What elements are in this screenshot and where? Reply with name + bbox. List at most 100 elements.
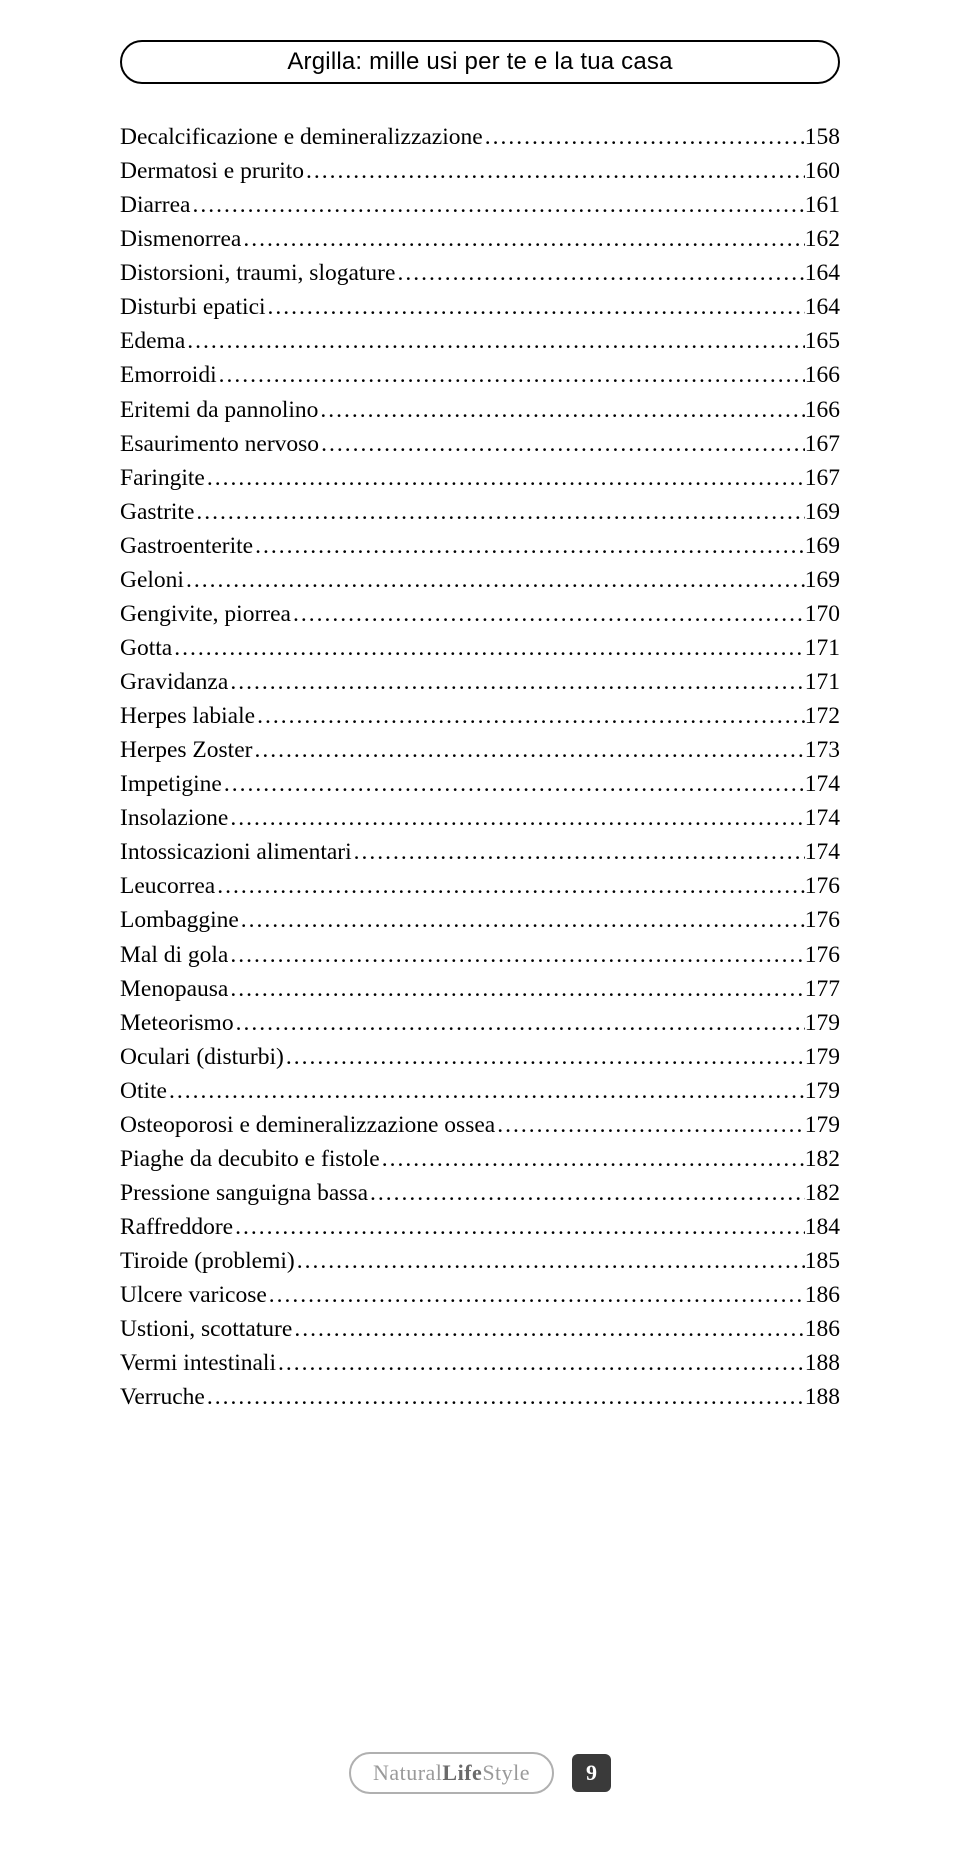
toc-label: Lombaggine xyxy=(120,903,239,937)
toc-row: Osteoporosi e demineralizzazione ossea17… xyxy=(120,1108,840,1142)
toc-row: Raffreddore 184 xyxy=(120,1210,840,1244)
toc-leader-dots xyxy=(172,631,805,665)
toc-page-number: 172 xyxy=(805,699,840,733)
toc-leader-dots xyxy=(228,801,804,835)
toc-label: Mal di gola xyxy=(120,938,228,972)
toc-page-number: 169 xyxy=(805,563,840,597)
toc-row: Edema165 xyxy=(120,324,840,358)
toc-leader-dots xyxy=(233,1210,805,1244)
toc-row: Impetigine174 xyxy=(120,767,840,801)
toc-label: Impetigine xyxy=(120,767,222,801)
toc-page-number: 188 xyxy=(805,1380,840,1414)
toc-row: Piaghe da decubito e fistole182 xyxy=(120,1142,840,1176)
toc-row: Gengivite, piorrea 170 xyxy=(120,597,840,631)
toc-leader-dots xyxy=(194,495,804,529)
toc-leader-dots xyxy=(295,1244,805,1278)
toc-label: Oculari (disturbi) xyxy=(120,1040,284,1074)
toc-label: Otite xyxy=(120,1074,167,1108)
toc-page-number: 176 xyxy=(805,903,840,937)
toc-leader-dots xyxy=(228,665,804,699)
page-title-box: Argilla: mille usi per te e la tua casa xyxy=(120,40,840,84)
toc-page-number: 184 xyxy=(805,1210,840,1244)
toc-label: Meteorismo xyxy=(120,1006,234,1040)
toc-page-number: 167 xyxy=(805,461,840,495)
toc-leader-dots xyxy=(368,1176,805,1210)
toc-page-number: 174 xyxy=(805,835,840,869)
toc-leader-dots xyxy=(304,154,805,188)
toc-leader-dots xyxy=(276,1346,805,1380)
toc-row: Meteorismo179 xyxy=(120,1006,840,1040)
toc-page-number: 173 xyxy=(805,733,840,767)
toc-leader-dots xyxy=(217,358,805,392)
toc-leader-dots xyxy=(228,972,804,1006)
toc-leader-dots xyxy=(234,1006,805,1040)
toc-label: Faringite xyxy=(120,461,205,495)
toc-page-number: 176 xyxy=(805,869,840,903)
toc-page-number: 164 xyxy=(805,256,840,290)
toc-page-number: 185 xyxy=(805,1244,840,1278)
toc-row: Pressione sanguigna bassa182 xyxy=(120,1176,840,1210)
toc-label: Gotta xyxy=(120,631,172,665)
toc-label: Insolazione xyxy=(120,801,228,835)
toc-label: Ustioni, scottature xyxy=(120,1312,292,1346)
toc-page-number: 164 xyxy=(805,290,840,324)
toc-leader-dots xyxy=(483,120,805,154)
toc-page-number: 171 xyxy=(805,631,840,665)
toc-row: Leucorrea176 xyxy=(120,869,840,903)
toc-row: Distorsioni, traumi, slogature 164 xyxy=(120,256,840,290)
toc-row: Ustioni, scottature186 xyxy=(120,1312,840,1346)
toc-label: Tiroide (problemi) xyxy=(120,1244,295,1278)
toc-page-number: 176 xyxy=(805,938,840,972)
toc-row: Decalcificazione e demineralizzazione158 xyxy=(120,120,840,154)
footer-brand-part1: Natural xyxy=(373,1760,442,1785)
toc-row: Eritemi da pannolino166 xyxy=(120,393,840,427)
toc-page-number: 170 xyxy=(805,597,840,631)
toc-label: Vermi intestinali xyxy=(120,1346,276,1380)
toc-label: Dismenorrea xyxy=(120,222,241,256)
toc-label: Distorsioni, traumi, slogature xyxy=(120,256,395,290)
toc-leader-dots xyxy=(215,869,805,903)
toc-leader-dots xyxy=(205,1380,805,1414)
toc-leader-dots xyxy=(222,767,805,801)
toc-page-number: 188 xyxy=(805,1346,840,1380)
toc-leader-dots xyxy=(318,393,804,427)
toc-row: Dermatosi e prurito160 xyxy=(120,154,840,188)
toc-label: Ulcere varicose xyxy=(120,1278,267,1312)
toc-leader-dots xyxy=(167,1074,805,1108)
toc-page-number: 186 xyxy=(805,1278,840,1312)
page-footer: NaturalLifeStyle 9 xyxy=(0,1752,960,1794)
toc-row: Ulcere varicose 186 xyxy=(120,1278,840,1312)
toc-label: Piaghe da decubito e fistole xyxy=(120,1142,380,1176)
toc-label: Geloni xyxy=(120,563,184,597)
table-of-contents: Decalcificazione e demineralizzazione158… xyxy=(120,120,840,1414)
toc-leader-dots xyxy=(241,222,804,256)
toc-page-number: 166 xyxy=(805,393,840,427)
toc-leader-dots xyxy=(239,903,805,937)
toc-page-number: 171 xyxy=(805,665,840,699)
toc-page-number: 158 xyxy=(805,120,840,154)
toc-label: Osteoporosi e demineralizzazione ossea xyxy=(120,1108,495,1142)
toc-leader-dots xyxy=(253,529,805,563)
toc-leader-dots xyxy=(228,938,804,972)
toc-row: Oculari (disturbi)179 xyxy=(120,1040,840,1074)
toc-page-number: 169 xyxy=(805,495,840,529)
toc-leader-dots xyxy=(266,290,805,324)
toc-label: Gengivite, piorrea xyxy=(120,597,291,631)
toc-row: Intossicazioni alimentari 174 xyxy=(120,835,840,869)
toc-label: Gravidanza xyxy=(120,665,228,699)
toc-page-number: 160 xyxy=(805,154,840,188)
toc-label: Raffreddore xyxy=(120,1210,233,1244)
toc-leader-dots xyxy=(184,563,805,597)
toc-label: Menopausa xyxy=(120,972,228,1006)
toc-label: Diarrea xyxy=(120,188,190,222)
toc-label: Intossicazioni alimentari xyxy=(120,835,352,869)
toc-page-number: 166 xyxy=(805,358,840,392)
toc-row: Tiroide (problemi) 185 xyxy=(120,1244,840,1278)
toc-row: Mal di gola 176 xyxy=(120,938,840,972)
toc-row: Menopausa177 xyxy=(120,972,840,1006)
page-container: Argilla: mille usi per te e la tua casa … xyxy=(0,0,960,1864)
toc-label: Pressione sanguigna bassa xyxy=(120,1176,368,1210)
toc-row: Emorroidi166 xyxy=(120,358,840,392)
toc-leader-dots xyxy=(352,835,805,869)
toc-label: Herpes labiale xyxy=(120,699,255,733)
